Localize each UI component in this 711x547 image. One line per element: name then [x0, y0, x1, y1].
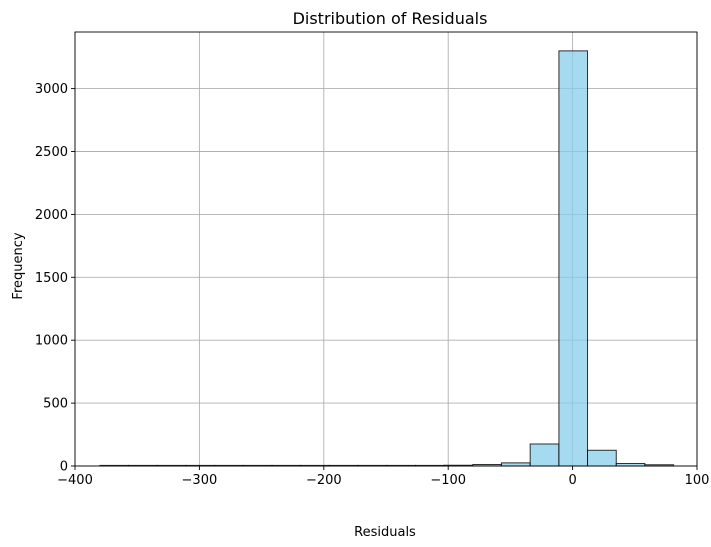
x-axis-title: Residuals [354, 525, 416, 540]
y-tick-label: 3000 [35, 82, 68, 97]
x-tick-label: −200 [306, 473, 342, 488]
x-tick-label: 100 [685, 473, 710, 488]
histogram-bar [558, 50, 589, 467]
y-tick-label: 2500 [35, 145, 68, 160]
grid-lines [74, 32, 698, 467]
x-tick-label: −400 [57, 473, 93, 488]
y-tick-label: 1500 [35, 271, 68, 286]
histogram-bar [500, 462, 531, 467]
x-tick-label: −300 [182, 473, 218, 488]
y-tick-label: 500 [43, 397, 68, 412]
y-axis-ticks: 0 500 1000 1500 2000 2500 3000 [35, 82, 75, 475]
y-tick-label: 2000 [35, 208, 68, 223]
x-tick-label: −100 [430, 473, 466, 488]
histogram-bar [587, 449, 617, 467]
y-tick-label: 0 [60, 460, 68, 475]
x-axis-ticks: −400 −300 −200 −100 0 100 [57, 466, 709, 488]
histogram-bars [99, 50, 675, 467]
plot-area-frame [74, 31, 698, 467]
chart-title: Distribution of Residuals [293, 9, 488, 28]
x-tick-label: 0 [568, 473, 576, 488]
y-axis-title: Frequency [11, 232, 26, 299]
histogram-bar [529, 443, 560, 467]
y-tick-label: 1000 [35, 334, 68, 349]
